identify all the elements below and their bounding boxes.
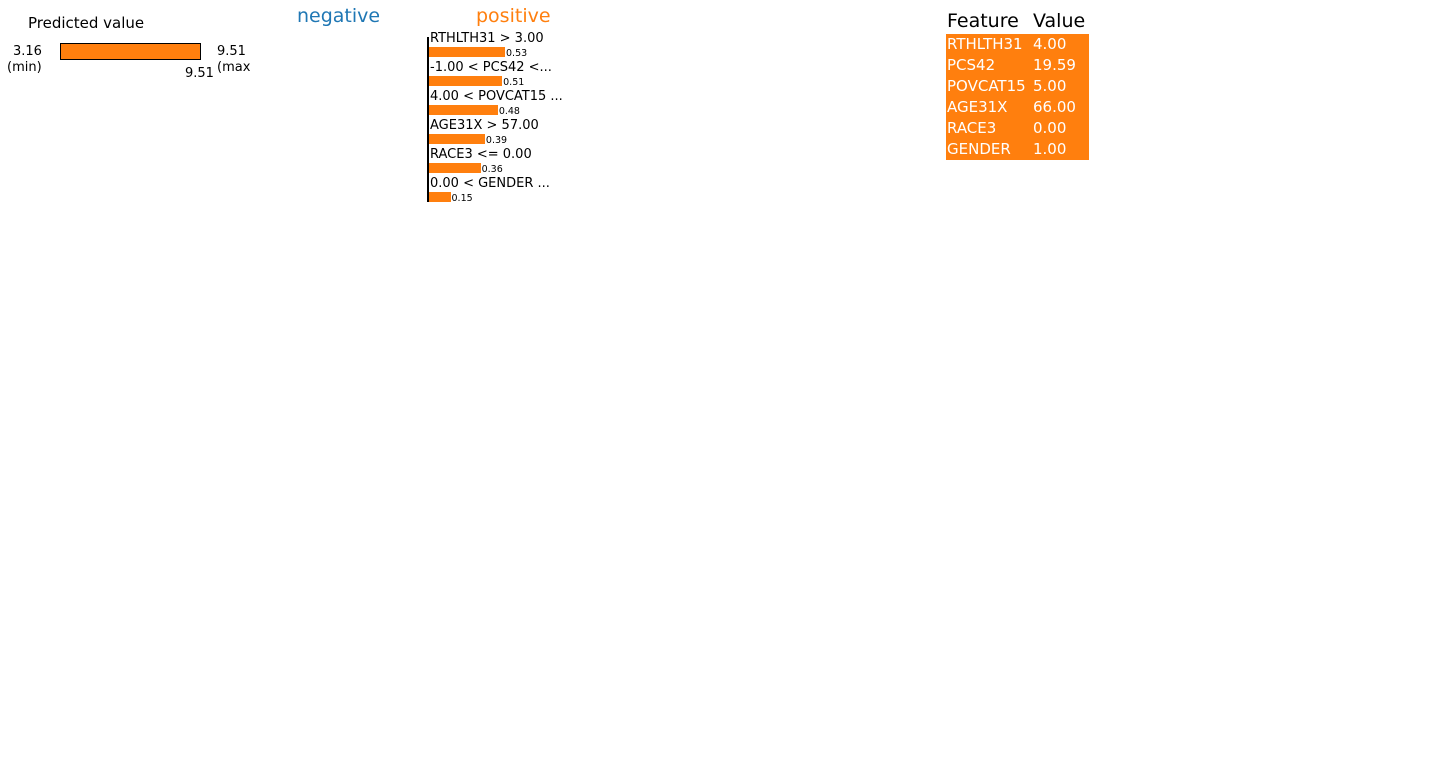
table-cell-value: 66.00 <box>1033 98 1076 116</box>
contribution-value-label: 0.15 <box>451 193 473 204</box>
predicted-min-label: (min) <box>7 60 42 75</box>
table-header-value: Value <box>1033 10 1086 32</box>
contribution-value-label: 0.48 <box>498 106 520 117</box>
contribution-value-label: 0.53 <box>506 48 528 59</box>
table-cell-feature: AGE31X <box>947 98 1008 116</box>
table-cell-feature: GENDER <box>947 140 1011 158</box>
feature-label: AGE31X > 57.00 <box>430 118 539 133</box>
feature-label: RACE3 <= 0.00 <box>430 147 532 162</box>
contribution-axis-line <box>427 37 429 202</box>
table-body-background <box>946 34 1089 160</box>
positive-title: positive <box>476 5 551 27</box>
contribution-bar <box>429 47 505 57</box>
feature-label: 0.00 < GENDER ... <box>430 176 550 191</box>
predicted-value-bar-fill <box>61 44 200 59</box>
predicted-value-bar-track <box>60 43 201 60</box>
table-cell-feature: RACE3 <box>947 119 997 137</box>
table-cell-value: 0.00 <box>1033 119 1067 137</box>
contribution-value-label: 0.51 <box>503 77 525 88</box>
negative-title: negative <box>297 5 381 27</box>
table-cell-value: 4.00 <box>1033 35 1067 53</box>
feature-label: RTHLTH31 > 3.00 <box>430 31 544 46</box>
contribution-bar <box>429 192 451 202</box>
predicted-value-title: Predicted value <box>28 14 145 32</box>
feature-label: 4.00 < POVCAT15 ... <box>430 89 563 104</box>
feature-label: -1.00 < PCS42 <... <box>430 60 552 75</box>
table-cell-feature: PCS42 <box>947 56 996 74</box>
table-cell-feature: POVCAT15 <box>947 77 1026 95</box>
table-cell-value: 19.59 <box>1033 56 1076 74</box>
table-cell-feature: RTHLTH31 <box>947 35 1023 53</box>
contribution-bar <box>429 134 485 144</box>
table-header-feature: Feature <box>947 10 1019 32</box>
predicted-max-value: 9.51 <box>217 44 246 59</box>
predicted-max-label: (max <box>217 60 251 75</box>
contribution-value-label: 0.39 <box>485 135 508 146</box>
table-cell-value: 1.00 <box>1033 140 1067 158</box>
contribution-bar <box>429 76 503 86</box>
contribution-value-label: 0.36 <box>481 164 503 175</box>
table-cell-value: 5.00 <box>1033 77 1067 95</box>
contribution-bar <box>429 163 481 173</box>
predicted-value-label: 9.51 <box>185 66 214 81</box>
predicted-min-value: 3.16 <box>13 44 42 59</box>
contribution-bar <box>429 105 498 115</box>
